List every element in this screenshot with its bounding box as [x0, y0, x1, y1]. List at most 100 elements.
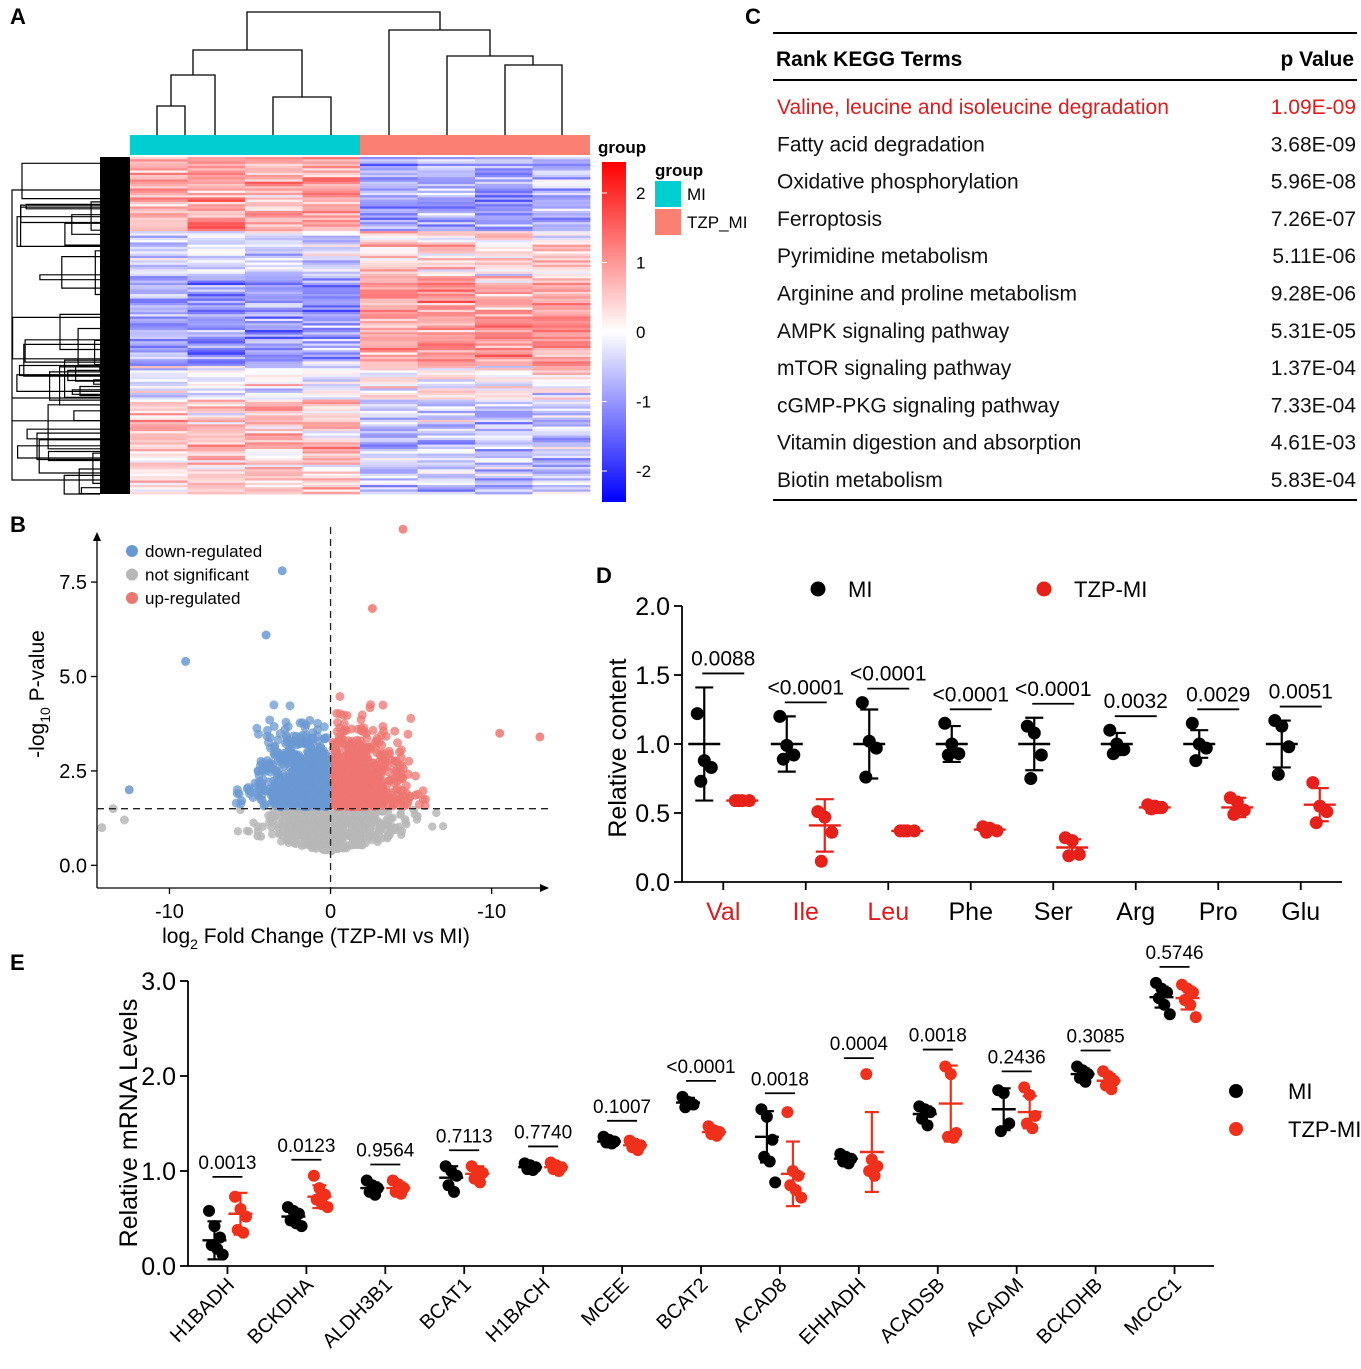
- heatmap-cell: [475, 334, 533, 338]
- heatmap-cell: [417, 451, 476, 454]
- volcano-point: [236, 799, 246, 809]
- heatmap-cell: [532, 298, 591, 302]
- heatmap-cell: [532, 363, 591, 367]
- table-cell-p: 7.26E-07: [1271, 208, 1356, 231]
- heatmap-cell: [187, 374, 246, 378]
- heatmap-cell: [302, 213, 361, 216]
- heatmap-cell: [417, 179, 476, 183]
- heatmap-cell: [302, 417, 361, 421]
- heatmap-cell: [245, 242, 303, 246]
- heatmap-cell: [187, 210, 246, 214]
- heatmap-cell: [302, 440, 361, 443]
- d-p-value: 0.0088: [691, 647, 755, 670]
- volcano-point: [352, 759, 362, 769]
- heatmap-cell: [130, 271, 188, 275]
- colorbar-ticks: 210-1-2: [602, 184, 651, 481]
- heatmap-cell: [130, 303, 188, 306]
- heatmap-cell: [130, 377, 188, 380]
- heatmap-cell: [475, 390, 533, 394]
- heatmap-cell: [245, 327, 303, 331]
- d-legend-marker: [1036, 581, 1052, 597]
- heatmap-cell: [475, 201, 533, 205]
- heatmap-cell: [245, 354, 303, 358]
- heatmap-cell: [130, 343, 188, 347]
- heatmap-cell: [532, 273, 591, 277]
- heatmap-cell: [360, 453, 418, 457]
- heatmap-cell: [187, 289, 246, 293]
- heatmap-cell: [360, 399, 418, 403]
- heatmap-cell: [475, 226, 533, 230]
- heatmap-cell: [532, 428, 591, 432]
- heatmap-cell: [130, 305, 188, 308]
- heatmap-cell: [187, 157, 246, 160]
- heatmap-cell: [130, 372, 188, 376]
- heatmap-cell: [130, 273, 188, 277]
- heatmap-cell: [130, 471, 188, 475]
- heatmap-cell: [532, 251, 591, 255]
- heatmap-cell: [302, 273, 361, 277]
- heatmap-cell: [130, 242, 188, 246]
- heatmap-cell: [130, 392, 188, 396]
- heatmap-cell: [417, 219, 476, 223]
- heatmap-cell: [475, 267, 533, 270]
- heatmap-cell: [532, 177, 591, 180]
- d-p-value: 0.0029: [1186, 683, 1250, 706]
- heatmap-cell: [360, 417, 418, 421]
- e-y-tick-label: 2.0: [141, 1063, 176, 1091]
- heatmap-cell: [245, 170, 303, 174]
- heatmap-cell: [245, 491, 303, 495]
- heatmap-cell: [475, 395, 533, 398]
- heatmap-cell: [130, 219, 188, 223]
- heatmap-cell: [417, 478, 476, 481]
- heatmap-cell: [475, 363, 533, 367]
- heatmap-cell: [360, 381, 418, 385]
- heatmap-cell: [130, 487, 188, 490]
- heatmap-cell: [302, 374, 361, 378]
- heatmap-cell: [245, 165, 303, 169]
- heatmap-cell: [360, 476, 418, 479]
- legend-swatch-tzp-mi: [655, 209, 681, 235]
- heatmap-cell: [360, 437, 418, 441]
- heatmap-cell: [532, 294, 591, 297]
- heatmap-cell: [187, 464, 246, 468]
- heatmap-cell: [360, 318, 418, 322]
- heatmap-cell: [130, 415, 188, 419]
- heatmap-cell: [187, 487, 246, 490]
- heatmap-cell: [417, 399, 476, 403]
- heatmap-cell: [302, 181, 361, 185]
- heatmap-cell: [187, 206, 246, 210]
- heatmap-cell: [360, 253, 418, 257]
- heatmap-cell: [130, 294, 188, 297]
- heatmap-cell: [475, 460, 533, 463]
- heatmap-cell: [130, 269, 188, 272]
- volcano-point: [438, 822, 448, 831]
- heatmap-cell: [532, 287, 591, 290]
- heatmap-cell: [130, 368, 188, 371]
- volcano-point: [409, 805, 418, 815]
- heatmap-cell: [417, 201, 476, 205]
- heatmap-cell: [532, 487, 591, 490]
- heatmap-cell: [187, 235, 246, 239]
- heatmap-cell: [417, 174, 476, 178]
- heatmap-cell: [417, 449, 476, 452]
- panel-label-d: D: [596, 563, 612, 588]
- heatmap-cell: [187, 318, 246, 322]
- volcano-point: [317, 839, 327, 848]
- d-y-tick-label: 0.0: [635, 869, 670, 897]
- heatmap-cell: [245, 417, 303, 421]
- heatmap-cell: [130, 183, 188, 187]
- volcano-legend-label: not significant: [145, 566, 249, 585]
- heatmap-cell: [417, 455, 476, 459]
- heatmap-cell: [245, 446, 303, 450]
- volcano-legend-marker: [126, 568, 138, 581]
- volcano-point: [356, 715, 366, 725]
- heatmap-cell: [475, 341, 533, 344]
- heatmap-cell: [187, 424, 246, 427]
- heatmap-cell: [130, 237, 188, 241]
- heatmap-cell: [417, 442, 476, 445]
- heatmap-cell: [187, 354, 246, 358]
- heatmap-cell: [302, 316, 361, 320]
- heatmap-cell: [532, 255, 591, 259]
- volcano-y-axis-title: -log10 P-value: [26, 630, 53, 758]
- heatmap-cell: [245, 300, 303, 304]
